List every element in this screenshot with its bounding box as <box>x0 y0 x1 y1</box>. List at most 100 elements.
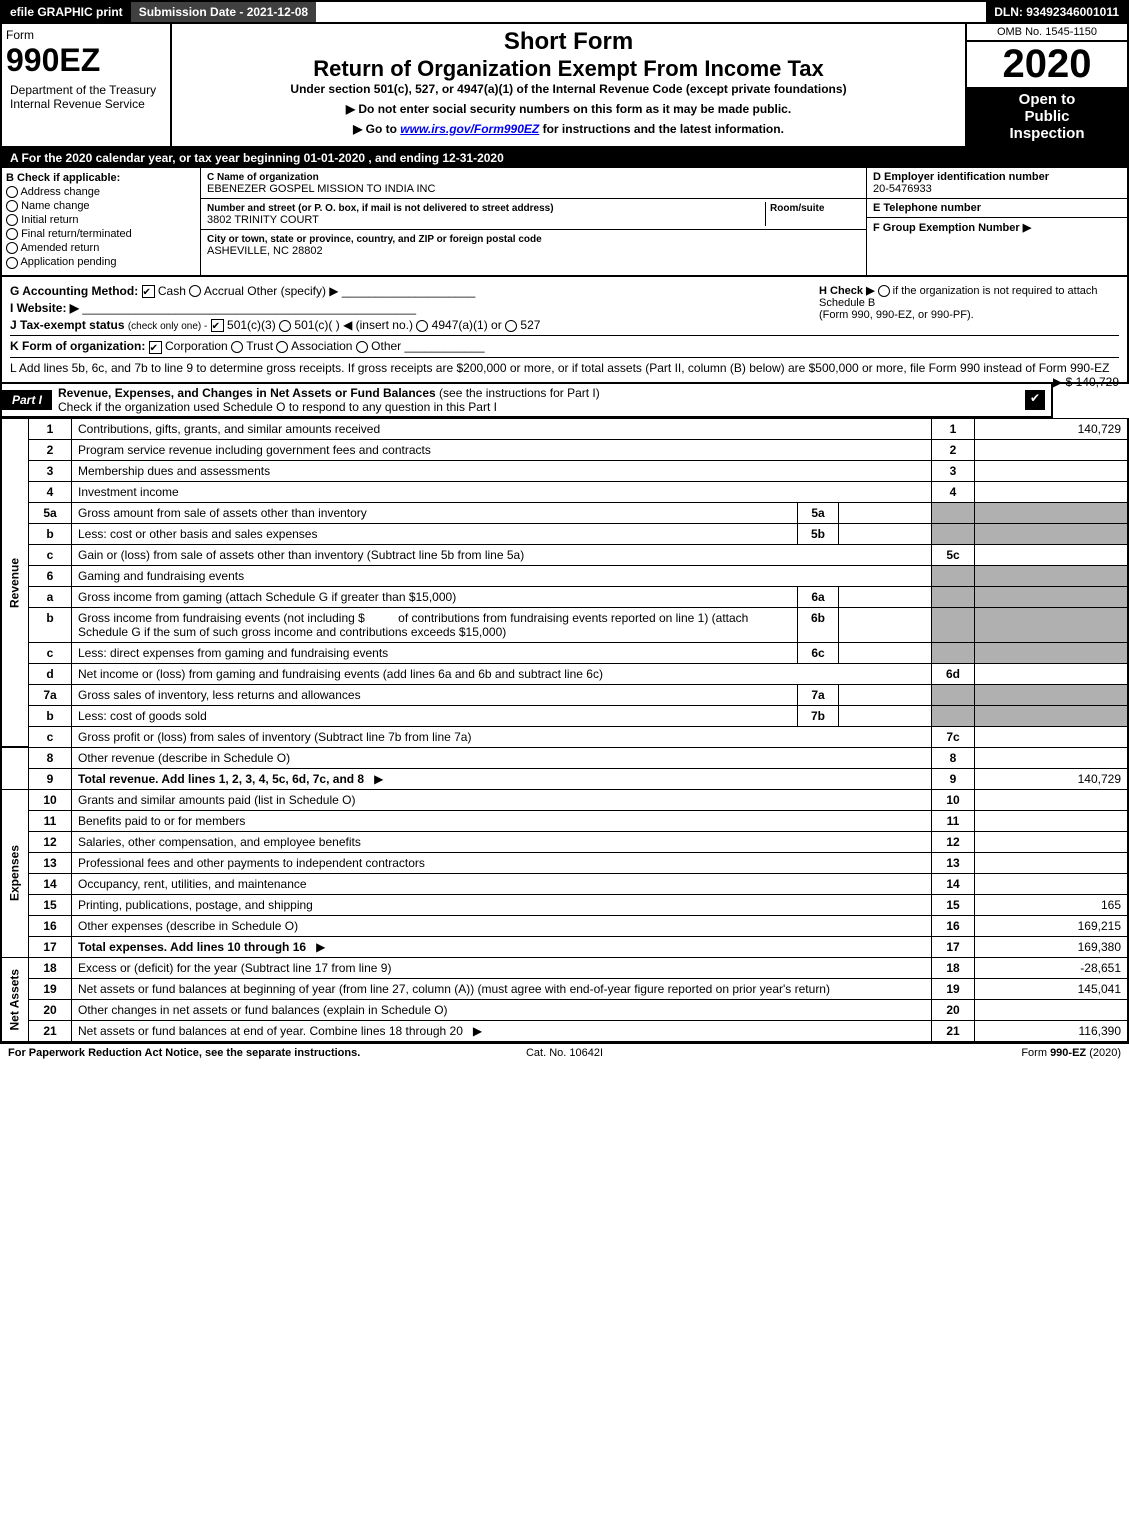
line-13: 13 Professional fees and other payments … <box>1 852 1128 873</box>
open-to-public: Open to Public Inspection <box>967 87 1127 146</box>
org-trust-radio[interactable] <box>231 341 243 353</box>
under-section-text: Under section 501(c), 527, or 4947(a)(1)… <box>176 82 961 96</box>
irs-link[interactable]: www.irs.gov/Form990EZ <box>400 122 539 136</box>
check-name-change[interactable]: Name change <box>6 200 196 212</box>
phone-cell: E Telephone number <box>867 199 1127 218</box>
dln-label: DLN: 93492346001011 <box>986 2 1127 22</box>
org-other: Other <box>371 339 401 353</box>
check-address-change[interactable]: Address change <box>6 186 196 198</box>
line-l-prefix: ▶ $ <box>1053 375 1076 389</box>
line-7b: b Less: cost of goods sold 7b <box>1 705 1128 726</box>
line-6d: d Net income or (loss) from gaming and f… <box>1 663 1128 684</box>
open-text: Open to <box>1019 91 1076 108</box>
line-1-col: 1 <box>932 418 975 439</box>
org-other-radio[interactable] <box>356 341 368 353</box>
line-3: 3 Membership dues and assessments 3 <box>1 460 1128 481</box>
line-20: 20 Other changes in net assets or fund b… <box>1 999 1128 1020</box>
submission-date-label: Submission Date - 2021-12-08 <box>131 2 316 22</box>
check-pending[interactable]: Application pending <box>6 256 196 268</box>
dept-irs: Internal Revenue Service <box>10 97 145 111</box>
527-radio[interactable] <box>505 320 517 332</box>
line-l: L Add lines 5b, 6c, and 7b to line 9 to … <box>10 357 1119 375</box>
501c-label: 501(c)( ) ◀ (insert no.) <box>294 318 413 332</box>
line-1-amt: 140,729 <box>975 418 1129 439</box>
501c3-checkbox[interactable] <box>211 319 224 332</box>
street-value: 3802 TRINITY COURT <box>207 214 319 226</box>
paperwork-notice: For Paperwork Reduction Act Notice, see … <box>8 1047 379 1059</box>
revenue-vlabel: Revenue <box>1 418 29 747</box>
page-footer: For Paperwork Reduction Act Notice, see … <box>0 1043 1129 1062</box>
header-left: Form 990EZ Department of the Treasury In… <box>2 24 172 146</box>
line-h: H Check ▶ if the organization is not req… <box>819 284 1119 321</box>
accounting-accrual-radio[interactable] <box>189 285 201 297</box>
527-label: 527 <box>520 318 540 332</box>
line-l-text: L Add lines 5b, 6c, and 7b to line 9 to … <box>10 361 1109 375</box>
goto-link-row: ▶ Go to www.irs.gov/Form990EZ for instru… <box>176 122 961 136</box>
line-k-label: K Form of organization: <box>10 339 145 353</box>
omb-number: OMB No. 1545-1150 <box>967 24 1127 42</box>
goto-suffix: for instructions and the latest informat… <box>539 122 784 136</box>
top-bar: efile GRAPHIC print Submission Date - 20… <box>0 0 1129 22</box>
line-16: 16 Other expenses (describe in Schedule … <box>1 915 1128 936</box>
efile-print-button[interactable]: efile GRAPHIC print <box>2 2 131 22</box>
website-label: I Website: ▶ <box>10 301 79 315</box>
schedule-b-checkbox[interactable] <box>878 285 890 297</box>
org-name-cell: C Name of organization EBENEZER GOSPEL M… <box>201 168 866 199</box>
street-label: Number and street (or P. O. box, if mail… <box>207 203 554 214</box>
org-name-label: C Name of organization <box>207 172 319 183</box>
line-9: 9 Total revenue. Add lines 1, 2, 3, 4, 5… <box>1 768 1128 789</box>
section-c: C Name of organization EBENEZER GOSPEL M… <box>201 168 866 275</box>
tax-period-row: A For the 2020 calendar year, or tax yea… <box>0 148 1129 168</box>
org-assoc-radio[interactable] <box>276 341 288 353</box>
501c-radio[interactable] <box>279 320 291 332</box>
street-row: Number and street (or P. O. box, if mail… <box>201 199 866 230</box>
line-17: 17 Total expenses. Add lines 10 through … <box>1 936 1128 957</box>
ein-value: 20-5476933 <box>873 183 932 195</box>
dept-treasury: Department of the Treasury <box>10 83 156 97</box>
line-7a: 7a Gross sales of inventory, less return… <box>1 684 1128 705</box>
city-value: ASHEVILLE, NC 28802 <box>207 245 323 257</box>
line-6: 6 Gaming and fundraising events <box>1 565 1128 586</box>
short-form-title: Short Form <box>176 28 961 56</box>
part1-title: Revenue, Expenses, and Changes in Net As… <box>52 384 1019 416</box>
line-11: 11 Benefits paid to or for members 11 <box>1 810 1128 831</box>
check-final-return[interactable]: Final return/terminated <box>6 228 196 240</box>
header-right: OMB No. 1545-1150 2020 Open to Public In… <box>965 24 1127 146</box>
line-18: Net Assets 18 Excess or (deficit) for th… <box>1 957 1128 978</box>
line-1: Revenue 1 Contributions, gifts, grants, … <box>1 418 1128 439</box>
form-number: 990EZ <box>6 42 166 79</box>
line-k: K Form of organization: Corporation Trus… <box>10 335 1119 353</box>
form-header: Form 990EZ Department of the Treasury In… <box>0 22 1129 148</box>
phone-label: E Telephone number <box>873 202 981 214</box>
ein-label: D Employer identification number <box>873 171 1049 183</box>
line-h-prefix: H Check ▶ <box>819 285 875 297</box>
group-exempt-cell: F Group Exemption Number ▶ <box>867 218 1127 237</box>
4947-label: 4947(a)(1) or <box>432 318 502 332</box>
line-l-amount: 140,729 <box>1076 375 1119 389</box>
department-label: Department of the Treasury Internal Reve… <box>6 79 166 115</box>
accounting-cash: Cash <box>158 284 186 298</box>
part1-schedule-o-checkbox[interactable]: ✔ <box>1025 390 1045 410</box>
line-12: 12 Salaries, other compensation, and emp… <box>1 831 1128 852</box>
check-amended[interactable]: Amended return <box>6 242 196 254</box>
line-6b: b Gross income from fundraising events (… <box>1 607 1128 642</box>
cat-number: Cat. No. 10642I <box>379 1047 750 1059</box>
line-14: 14 Occupancy, rent, utilities, and maint… <box>1 873 1128 894</box>
header-center: Short Form Return of Organization Exempt… <box>172 24 965 146</box>
line-5c: c Gain or (loss) from sale of assets oth… <box>1 544 1128 565</box>
city-label: City or town, state or province, country… <box>207 234 542 245</box>
part1-badge: Part I <box>2 390 52 410</box>
line-7c: c Gross profit or (loss) from sales of i… <box>1 726 1128 747</box>
line-1-desc: Contributions, gifts, grants, and simila… <box>72 418 932 439</box>
lines-table: Revenue 1 Contributions, gifts, grants, … <box>0 418 1129 1043</box>
check-initial-return[interactable]: Initial return <box>6 214 196 226</box>
line-j-label: J Tax-exempt status <box>10 318 125 332</box>
accounting-cash-checkbox[interactable] <box>142 285 155 298</box>
return-title: Return of Organization Exempt From Incom… <box>176 56 961 82</box>
line-j-small: (check only one) - <box>128 321 207 332</box>
org-assoc: Association <box>291 339 352 353</box>
misc-block: G Accounting Method: Cash Accrual Other … <box>0 277 1129 384</box>
section-b: B Check if applicable: Address change Na… <box>2 168 201 275</box>
org-corp-checkbox[interactable] <box>149 341 162 354</box>
4947-radio[interactable] <box>416 320 428 332</box>
